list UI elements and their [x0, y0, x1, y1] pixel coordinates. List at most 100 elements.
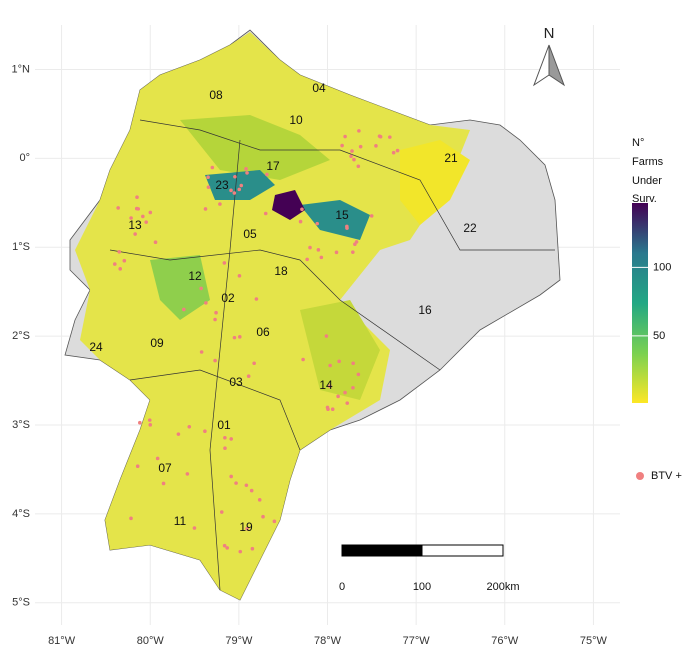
btv-point: [249, 488, 254, 493]
region-label: 18: [274, 264, 288, 278]
province-border: [209, 139, 241, 591]
btv-point: [192, 526, 197, 530]
btv-point: [356, 164, 361, 169]
x-tick-label: 77°W: [403, 635, 431, 646]
btv-point: [354, 240, 359, 244]
legend-title: N°: [632, 137, 644, 149]
btv-point: [237, 187, 242, 192]
btv-point: [141, 214, 145, 219]
btv-point: [155, 456, 160, 461]
region-label: 13: [128, 218, 142, 232]
scale-label: 0: [339, 581, 345, 593]
legend-title: Under: [632, 175, 662, 187]
scale-label: 200km: [486, 581, 519, 593]
btv-point: [343, 134, 347, 139]
legend-title: Surv.: [632, 193, 657, 205]
btv-point: [238, 549, 243, 554]
btv-point: [334, 250, 339, 255]
btv-point: [206, 185, 211, 190]
btv-point: [225, 546, 230, 550]
region-label: 03: [229, 375, 243, 389]
region-fill: [400, 140, 470, 225]
region-label: 02: [221, 291, 235, 305]
btv-point: [254, 297, 259, 301]
btv-point: [356, 372, 361, 377]
btv-point: [122, 258, 127, 263]
x-tick-label: 81°W: [48, 635, 76, 646]
btv-point: [234, 481, 238, 485]
region-label: 14: [319, 378, 333, 392]
region-fill: [300, 200, 370, 240]
btv-point: [336, 394, 340, 399]
btv-point: [245, 526, 249, 531]
y-tick-label: 1°S: [12, 241, 30, 253]
y-tick-label: 2°S: [12, 330, 30, 342]
btv-point: [244, 167, 248, 171]
region-label: 16: [418, 303, 432, 317]
btv-point: [213, 358, 217, 363]
btv-point: [345, 226, 349, 230]
btv-point: [305, 257, 309, 262]
btv-point: [182, 307, 186, 312]
btv-point: [261, 514, 265, 519]
region-fill: [75, 32, 470, 600]
scale-white: [421, 544, 504, 557]
btv-point: [237, 274, 242, 278]
y-tick-label: 3°S: [12, 419, 30, 431]
region-label: 11: [174, 514, 187, 528]
btv-point: [199, 286, 203, 291]
btv-point: [118, 267, 123, 271]
points-legend-label: BTV +: [651, 470, 682, 482]
btv-point: [301, 357, 305, 362]
region-label: 24: [89, 340, 103, 354]
btv-point: [395, 148, 400, 153]
btv-point: [116, 206, 120, 210]
region-label: 06: [256, 325, 270, 339]
btv-point: [315, 221, 320, 226]
btv-point: [222, 543, 227, 548]
region-label: 10: [289, 113, 303, 127]
province-border: [109, 249, 441, 371]
btv-point: [326, 407, 330, 412]
region-fill: [180, 115, 330, 180]
btv-point: [237, 335, 242, 339]
btv-point: [246, 374, 251, 379]
btv-point: [300, 207, 304, 212]
btv-point: [161, 481, 166, 486]
btv-point: [257, 498, 262, 502]
btv-point: [213, 317, 217, 322]
btv-point: [218, 202, 222, 206]
region-label: 04: [312, 81, 326, 95]
region-label: 22: [463, 221, 477, 235]
btv-point: [263, 211, 268, 216]
btv-point: [350, 149, 354, 153]
btv-point: [343, 390, 347, 395]
scale-label: 100: [413, 581, 431, 593]
btv-point: [229, 474, 233, 479]
btv-point: [328, 384, 332, 389]
y-tick-label: 4°S: [12, 508, 30, 520]
btv-point: [203, 207, 208, 211]
y-tick-label: 5°S: [12, 597, 30, 609]
btv-point: [369, 214, 374, 218]
btv-point: [203, 429, 207, 434]
btv-point: [136, 207, 141, 211]
btv-point: [308, 245, 312, 250]
btv-point: [391, 150, 396, 155]
btv-point: [135, 464, 140, 469]
x-tick-label: 75°W: [580, 635, 608, 646]
btv-point: [232, 191, 237, 195]
btv-point: [129, 216, 133, 220]
btv-point: [206, 175, 210, 179]
btv-point: [187, 424, 192, 429]
colorbar-tick-label: 100: [653, 261, 671, 273]
y-tick-label: 0°: [19, 152, 30, 164]
btv-point: [219, 510, 224, 514]
btv-point: [272, 519, 277, 524]
btv-point: [133, 232, 137, 236]
y-tick-label: 1°N: [12, 63, 31, 75]
btv-point: [147, 418, 152, 422]
btv-point: [349, 154, 353, 159]
btv-point: [298, 219, 303, 224]
btv-point: [222, 261, 227, 265]
